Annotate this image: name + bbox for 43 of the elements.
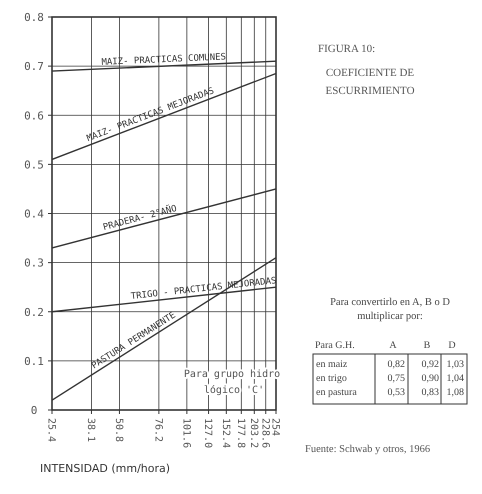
text: 1,03 (446, 359, 464, 370)
text: 0,75 (388, 373, 405, 384)
y-tick-label: 0 (30, 404, 38, 417)
y-tick-label: 0.5 (24, 158, 44, 172)
y-tick-label: 0.8 (24, 11, 44, 24)
category-label: en maiz (316, 359, 348, 370)
text: 0,82 (388, 359, 405, 370)
category-label: A (389, 340, 398, 351)
y-tick-label: 0.3 (24, 256, 44, 270)
x-tick-label: 50.8 (112, 418, 124, 442)
text: TRIGO - PRACTICAS MEJORADAS (130, 276, 277, 302)
x-tick-label: 25.4 (46, 418, 56, 442)
text: Para convertirlo en A, B o D multiplicar por: (330, 297, 450, 322)
x-tick-label: 38.1 (84, 418, 96, 442)
text: COEFICIENTE DE ESCURRIMIENTO (325, 67, 415, 97)
x-tick-label: 177.8 (234, 418, 246, 448)
text: 0,90 (422, 373, 439, 384)
x-tick-label: 101.6 (180, 418, 192, 448)
y-tick-label: 0.1 (24, 354, 44, 368)
x-tick-label: 203.2 (248, 418, 259, 448)
x-tick-label: 228.6 (259, 418, 270, 448)
text: 1,08 (446, 387, 464, 398)
category-label: en pastura (316, 387, 357, 398)
text: FIGURA 10: (318, 43, 376, 55)
category-label: en trigo (316, 373, 347, 384)
x-tick-label: 76.2 (152, 418, 164, 442)
series-label: MAIZ- PRACTICAS COMUNES (101, 52, 226, 68)
y-tick-label: 0.4 (24, 208, 44, 220)
x-axis-title: INTENSIDAD (mm/hora) (40, 462, 170, 475)
category-label: B (424, 340, 431, 351)
source-note: Fuente: Schwab y otros, 1966 (305, 444, 430, 455)
y-tick-label: 0.2 (24, 306, 44, 319)
text: 0,53 (388, 387, 405, 398)
category-label: D (448, 340, 456, 351)
y-tick-label: 0.7 (24, 60, 44, 74)
text: Para G.H. (315, 340, 355, 351)
y-tick-label: 0.6 (24, 109, 44, 122)
x-tick-label: 152.4 (220, 418, 231, 448)
text: 1,04 (446, 373, 464, 384)
text: 0,83 (422, 387, 439, 398)
text: 0,92 (422, 359, 439, 370)
x-tick-label: 127.0 (202, 418, 214, 448)
x-tick-label: 254 (270, 418, 280, 436)
